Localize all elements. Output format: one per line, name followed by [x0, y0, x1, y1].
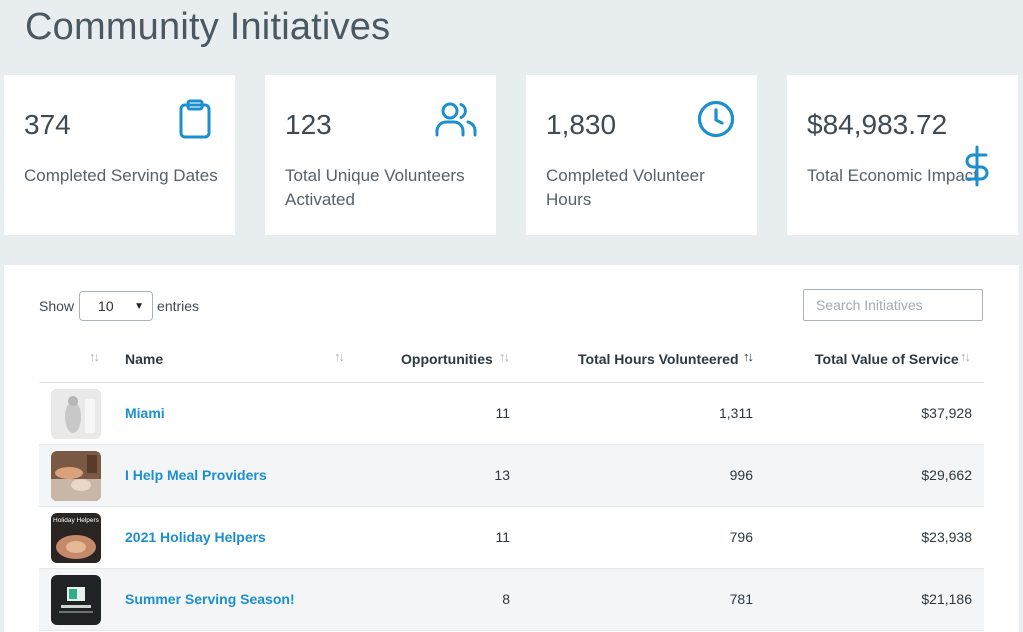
hours-cell: 1,311: [719, 405, 753, 421]
stat-value: $84,983.72: [807, 109, 948, 140]
dollar-icon: [963, 145, 991, 187]
opportunities-cell: 13: [494, 467, 510, 483]
column-header-name[interactable]: Name: [125, 351, 164, 367]
entries-label: entries: [157, 298, 200, 314]
thumbnail-caption: Holiday Helpers: [53, 517, 100, 524]
sort-icon[interactable]: ↑↓: [89, 349, 100, 364]
stat-value: 374: [24, 109, 71, 140]
stats-row: 374 Completed Serving Dates 123 Total Un…: [4, 75, 1019, 235]
entries-select-value: 10: [98, 298, 114, 314]
chevron-down-icon: ▼: [134, 300, 145, 312]
initiative-thumbnail: Holiday Helpers: [51, 513, 101, 563]
initiative-name-link[interactable]: Summer Serving Season!: [125, 591, 295, 607]
stat-label: Completed Volunteer Hours: [546, 166, 705, 209]
sort-icon[interactable]: ↑↓: [499, 349, 510, 364]
opportunities-cell: 11: [495, 529, 510, 545]
stat-label: Completed Serving Dates: [24, 166, 218, 185]
stat-card-volunteers: 123 Total Unique Volunteers Activated: [265, 75, 496, 235]
hours-cell: 796: [729, 529, 753, 545]
stat-card-economic-impact: $84,983.72 Total Economic Impact: [787, 75, 1018, 235]
stat-card-serving-dates: 374 Completed Serving Dates: [4, 75, 235, 235]
opportunities-cell: 8: [502, 591, 510, 607]
page-size-control: Show 10 ▼ entries: [39, 291, 199, 321]
column-header-hours[interactable]: Total Hours Volunteered: [578, 351, 739, 367]
page-title: Community Initiatives: [25, 6, 391, 48]
stat-label: Total Economic Impact: [807, 166, 979, 185]
initiative-thumbnail: [51, 451, 101, 501]
stat-card-hours: 1,830 Completed Volunteer Hours: [526, 75, 757, 235]
clock-icon: [697, 100, 735, 138]
table-header: ↑↓ Name ↑↓ Opportunities ↑↓ Total Hours …: [39, 339, 984, 383]
initiative-thumbnail: [51, 575, 101, 625]
stat-label: Total Unique Volunteers Activated: [285, 166, 465, 209]
value-cell: $29,662: [921, 467, 972, 483]
stat-value: 123: [285, 109, 332, 140]
sort-icon[interactable]: ↑↓: [334, 349, 345, 364]
value-cell: $37,928: [921, 405, 972, 421]
initiative-thumbnail: [51, 389, 101, 439]
value-cell: $21,186: [921, 591, 972, 607]
value-cell: $23,938: [921, 529, 972, 545]
hours-cell: 996: [729, 467, 753, 483]
table-row[interactable]: Summer Serving Season! 8 781 $21,186: [39, 569, 984, 631]
initiative-name-link[interactable]: Miami: [125, 405, 165, 421]
initiative-name-link[interactable]: 2021 Holiday Helpers: [125, 529, 266, 545]
clipboard-icon: [178, 99, 212, 139]
users-icon: [435, 101, 477, 137]
opportunities-cell: 11: [495, 405, 510, 421]
hours-cell: 781: [729, 591, 753, 607]
entries-select[interactable]: 10 ▼: [79, 291, 154, 321]
search-placeholder: Search Initiatives: [816, 297, 923, 313]
sort-icon[interactable]: ↑↓: [960, 349, 971, 364]
column-header-value[interactable]: Total Value of Service: [815, 351, 959, 367]
stat-value: 1,830: [546, 109, 617, 140]
show-label: Show: [39, 298, 75, 314]
column-header-opportunities[interactable]: Opportunities: [401, 351, 493, 367]
table-row[interactable]: Holiday Helpers 2021 Holiday Helpers 11 …: [39, 507, 984, 569]
table-row[interactable]: Miami 11 1,311 $37,928: [39, 383, 984, 445]
initiative-name-link[interactable]: I Help Meal Providers: [125, 467, 267, 483]
sort-desc-icon[interactable]: ↑↓: [743, 349, 754, 364]
initiatives-panel: Show 10 ▼ entries Search Initiatives ↑↓ …: [4, 265, 1019, 632]
search-input[interactable]: Search Initiatives: [803, 289, 983, 321]
table-row[interactable]: I Help Meal Providers 13 996 $29,662: [39, 445, 984, 507]
